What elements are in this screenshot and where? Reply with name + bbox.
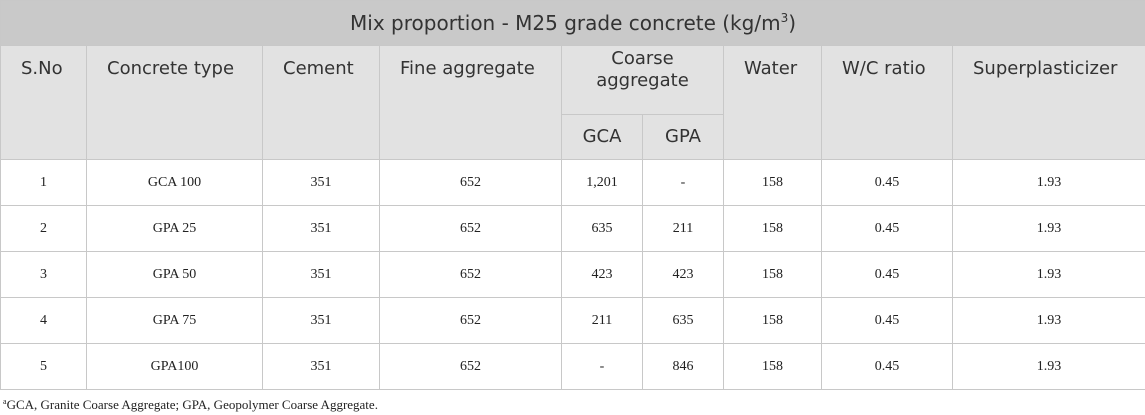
cell-wc-ratio: 0.45 (821, 297, 953, 344)
table-title: Mix proportion - M25 grade concrete (kg/… (0, 0, 1145, 46)
table-footnote: aGCA, Granite Coarse Aggregate; GPA, Geo… (3, 397, 378, 413)
footnote-marker: a (3, 397, 7, 406)
cell-gpa: 635 (642, 297, 724, 344)
cell-gca: 423 (561, 251, 643, 298)
header-gca: GCA (561, 114, 643, 160)
cell-wc-ratio: 0.45 (821, 205, 953, 252)
header-fine-aggregate: Fine aggregate (379, 45, 562, 160)
cell-wc-ratio: 0.45 (821, 159, 953, 206)
table-row: 2 GPA 25 351 652 635 211 158 0.45 1.93 (0, 205, 1145, 252)
cell-concrete-type: GPA100 (86, 343, 263, 390)
cell-gca: 211 (561, 297, 643, 344)
header-cement: Cement (262, 45, 380, 160)
cell-fine-aggregate: 652 (379, 343, 562, 390)
cell-concrete-type: GPA 75 (86, 297, 263, 344)
cell-wc-ratio: 0.45 (821, 251, 953, 298)
header-concrete-type: Concrete type (86, 45, 263, 160)
cell-gca: - (561, 343, 643, 390)
cell-cement: 351 (262, 297, 380, 344)
cell-superplasticizer: 1.93 (951, 297, 1145, 344)
cell-superplasticizer: 1.93 (951, 159, 1145, 206)
cell-gpa: 211 (642, 205, 724, 252)
header-coarse-aggregate: Coarse aggregate (561, 45, 724, 115)
cell-superplasticizer: 1.93 (951, 205, 1145, 252)
cell-fine-aggregate: 652 (379, 159, 562, 206)
cell-water: 158 (723, 251, 822, 298)
cell-concrete-type: GCA 100 (86, 159, 263, 206)
cell-water: 158 (723, 297, 822, 344)
header-wc-ratio: W/C ratio (821, 45, 953, 160)
table-row: 5 GPA100 351 652 - 846 158 0.45 1.93 (0, 343, 1145, 390)
cell-gca: 635 (561, 205, 643, 252)
cell-cement: 351 (262, 251, 380, 298)
cell-cement: 351 (262, 343, 380, 390)
cell-water: 158 (723, 159, 822, 206)
cell-concrete-type: GPA 25 (86, 205, 263, 252)
header-gpa: GPA (642, 114, 724, 160)
cell-sno: 2 (0, 205, 87, 252)
header-sno: S.No (0, 45, 87, 160)
header-water: Water (723, 45, 822, 160)
cell-fine-aggregate: 652 (379, 205, 562, 252)
cell-cement: 351 (262, 205, 380, 252)
cell-sno: 4 (0, 297, 87, 344)
cell-cement: 351 (262, 159, 380, 206)
cell-fine-aggregate: 652 (379, 297, 562, 344)
cell-gpa: - (642, 159, 724, 206)
cell-wc-ratio: 0.45 (821, 343, 953, 390)
mix-proportion-table: Mix proportion - M25 grade concrete (kg/… (0, 0, 1145, 390)
footnote-text: GCA, Granite Coarse Aggregate; GPA, Geop… (6, 397, 378, 412)
table-row: 3 GPA 50 351 652 423 423 158 0.45 1.93 (0, 251, 1145, 298)
table-row: 1 GCA 100 351 652 1,201 - 158 0.45 1.93 (0, 159, 1145, 206)
cell-sno: 1 (0, 159, 87, 206)
cell-sno: 5 (0, 343, 87, 390)
cell-water: 158 (723, 205, 822, 252)
cell-concrete-type: GPA 50 (86, 251, 263, 298)
cell-fine-aggregate: 652 (379, 251, 562, 298)
cell-water: 158 (723, 343, 822, 390)
cell-gpa: 846 (642, 343, 724, 390)
cell-sno: 3 (0, 251, 87, 298)
cell-superplasticizer: 1.93 (951, 343, 1145, 390)
cell-gpa: 423 (642, 251, 724, 298)
cell-superplasticizer: 1.93 (951, 251, 1145, 298)
header-superplasticizer: Superplasticizer (951, 45, 1145, 160)
cell-gca: 1,201 (561, 159, 643, 206)
table-row: 4 GPA 75 351 652 211 635 158 0.45 1.93 (0, 297, 1145, 344)
